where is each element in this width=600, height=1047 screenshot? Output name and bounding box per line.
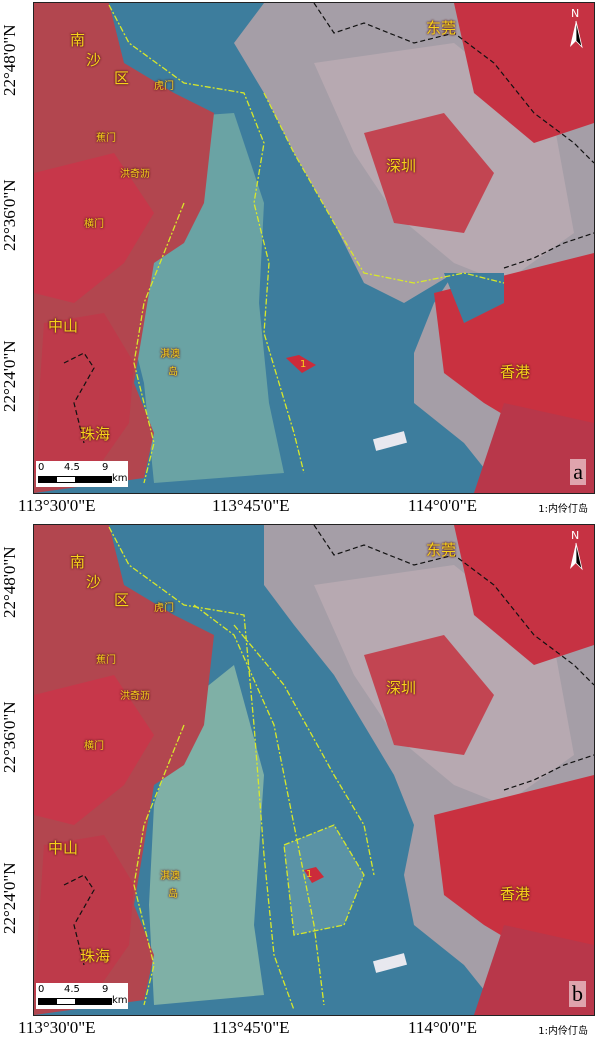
x-tick-b-1: 113°45'0"E xyxy=(212,1018,290,1037)
label-zhuhai: 珠海 xyxy=(80,947,111,965)
y-tick-a-2: 22°24'0"N xyxy=(0,340,19,412)
y-tick-b-1: 22°36'0"N xyxy=(0,701,19,773)
label-hongkong: 香港 xyxy=(500,363,531,381)
north-arrow-icon: N xyxy=(566,7,586,49)
x-tick-b-0: 113°30'0"E xyxy=(18,1018,96,1037)
map-panel-b: 南 沙 区 虎门 蕉门 洪奇沥 横门 东莞 深圳 中山 淇澳 岛 珠海 香港 1… xyxy=(33,524,595,1016)
scale-tick-0: 0 xyxy=(38,462,45,473)
label-nansha-3: 区 xyxy=(114,591,130,609)
map-panel-a: 南 沙 区 虎门 蕉门 洪奇沥 横门 东莞 深圳 中山 淇澳 岛 珠海 香港 1… xyxy=(33,2,595,494)
label-humen: 虎门 xyxy=(154,81,174,92)
scale-tick-0: 0 xyxy=(38,984,45,995)
label-hongkong: 香港 xyxy=(500,885,531,903)
legend-a: 1:内伶仃岛 xyxy=(538,504,588,515)
label-nansha-2: 沙 xyxy=(86,573,102,591)
x-tick-a-1: 113°45'0"E xyxy=(212,496,290,515)
label-nansha-2: 沙 xyxy=(86,51,102,69)
panel-label-b: b xyxy=(569,981,586,1007)
label-qiao-2: 岛 xyxy=(168,367,178,378)
panel-label-a: a xyxy=(570,459,586,485)
label-zhongshan: 中山 xyxy=(48,839,79,857)
scale-bar-graphic xyxy=(38,476,112,483)
satellite-image-a xyxy=(34,3,594,493)
label-hengmen: 横门 xyxy=(84,219,104,230)
scale-tick-1: 4.5 xyxy=(64,984,80,995)
scale-tick-1: 4.5 xyxy=(64,462,80,473)
label-zhuhai: 珠海 xyxy=(80,425,111,443)
label-zhongshan: 中山 xyxy=(48,317,79,335)
label-qiao-1: 淇澳 xyxy=(160,871,180,882)
label-qiao-2: 岛 xyxy=(168,889,178,900)
label-humen: 虎门 xyxy=(154,603,174,614)
scale-unit: km xyxy=(112,995,128,1006)
y-tick-a-1: 22°36'0"N xyxy=(0,179,19,251)
north-label: N xyxy=(571,529,580,542)
label-nansha-1: 南 xyxy=(70,31,86,49)
label-hongqili: 洪奇沥 xyxy=(120,169,150,180)
label-hongqili: 洪奇沥 xyxy=(120,691,150,702)
label-jiaomen: 蕉门 xyxy=(96,655,116,666)
label-dongguan: 东莞 xyxy=(426,541,457,559)
north-arrow-icon: N xyxy=(566,529,586,571)
label-shenzhen: 深圳 xyxy=(386,679,417,697)
scale-tick-2: 9 xyxy=(102,462,109,473)
label-jiaomen: 蕉门 xyxy=(96,133,116,144)
label-qiao-1: 淇澳 xyxy=(160,349,180,360)
label-island-1: 1 xyxy=(306,869,313,880)
label-shenzhen: 深圳 xyxy=(386,157,417,175)
label-dongguan: 东莞 xyxy=(426,19,457,37)
label-nansha-1: 南 xyxy=(70,553,86,571)
y-tick-b-0: 22°48'0"N xyxy=(0,546,19,618)
scale-bar-graphic xyxy=(38,998,112,1005)
y-tick-a-0: 22°48'0"N xyxy=(0,24,19,96)
scale-bar: 0 4.5 9 km xyxy=(36,983,128,1009)
north-label: N xyxy=(571,7,580,20)
x-tick-a-0: 113°30'0"E xyxy=(18,496,96,515)
scale-unit: km xyxy=(112,473,128,484)
label-island-1: 1 xyxy=(300,359,307,370)
scale-bar: 0 4.5 9 km xyxy=(36,461,128,487)
x-tick-a-2: 114°0'0"E xyxy=(408,496,478,515)
label-hengmen: 横门 xyxy=(84,741,104,752)
scale-tick-2: 9 xyxy=(102,984,109,995)
satellite-image-b xyxy=(34,525,594,1015)
legend-b: 1:内伶仃岛 xyxy=(538,1026,588,1037)
label-nansha-3: 区 xyxy=(114,69,130,87)
x-tick-b-2: 114°0'0"E xyxy=(408,1018,478,1037)
y-tick-b-2: 22°24'0"N xyxy=(0,862,19,934)
